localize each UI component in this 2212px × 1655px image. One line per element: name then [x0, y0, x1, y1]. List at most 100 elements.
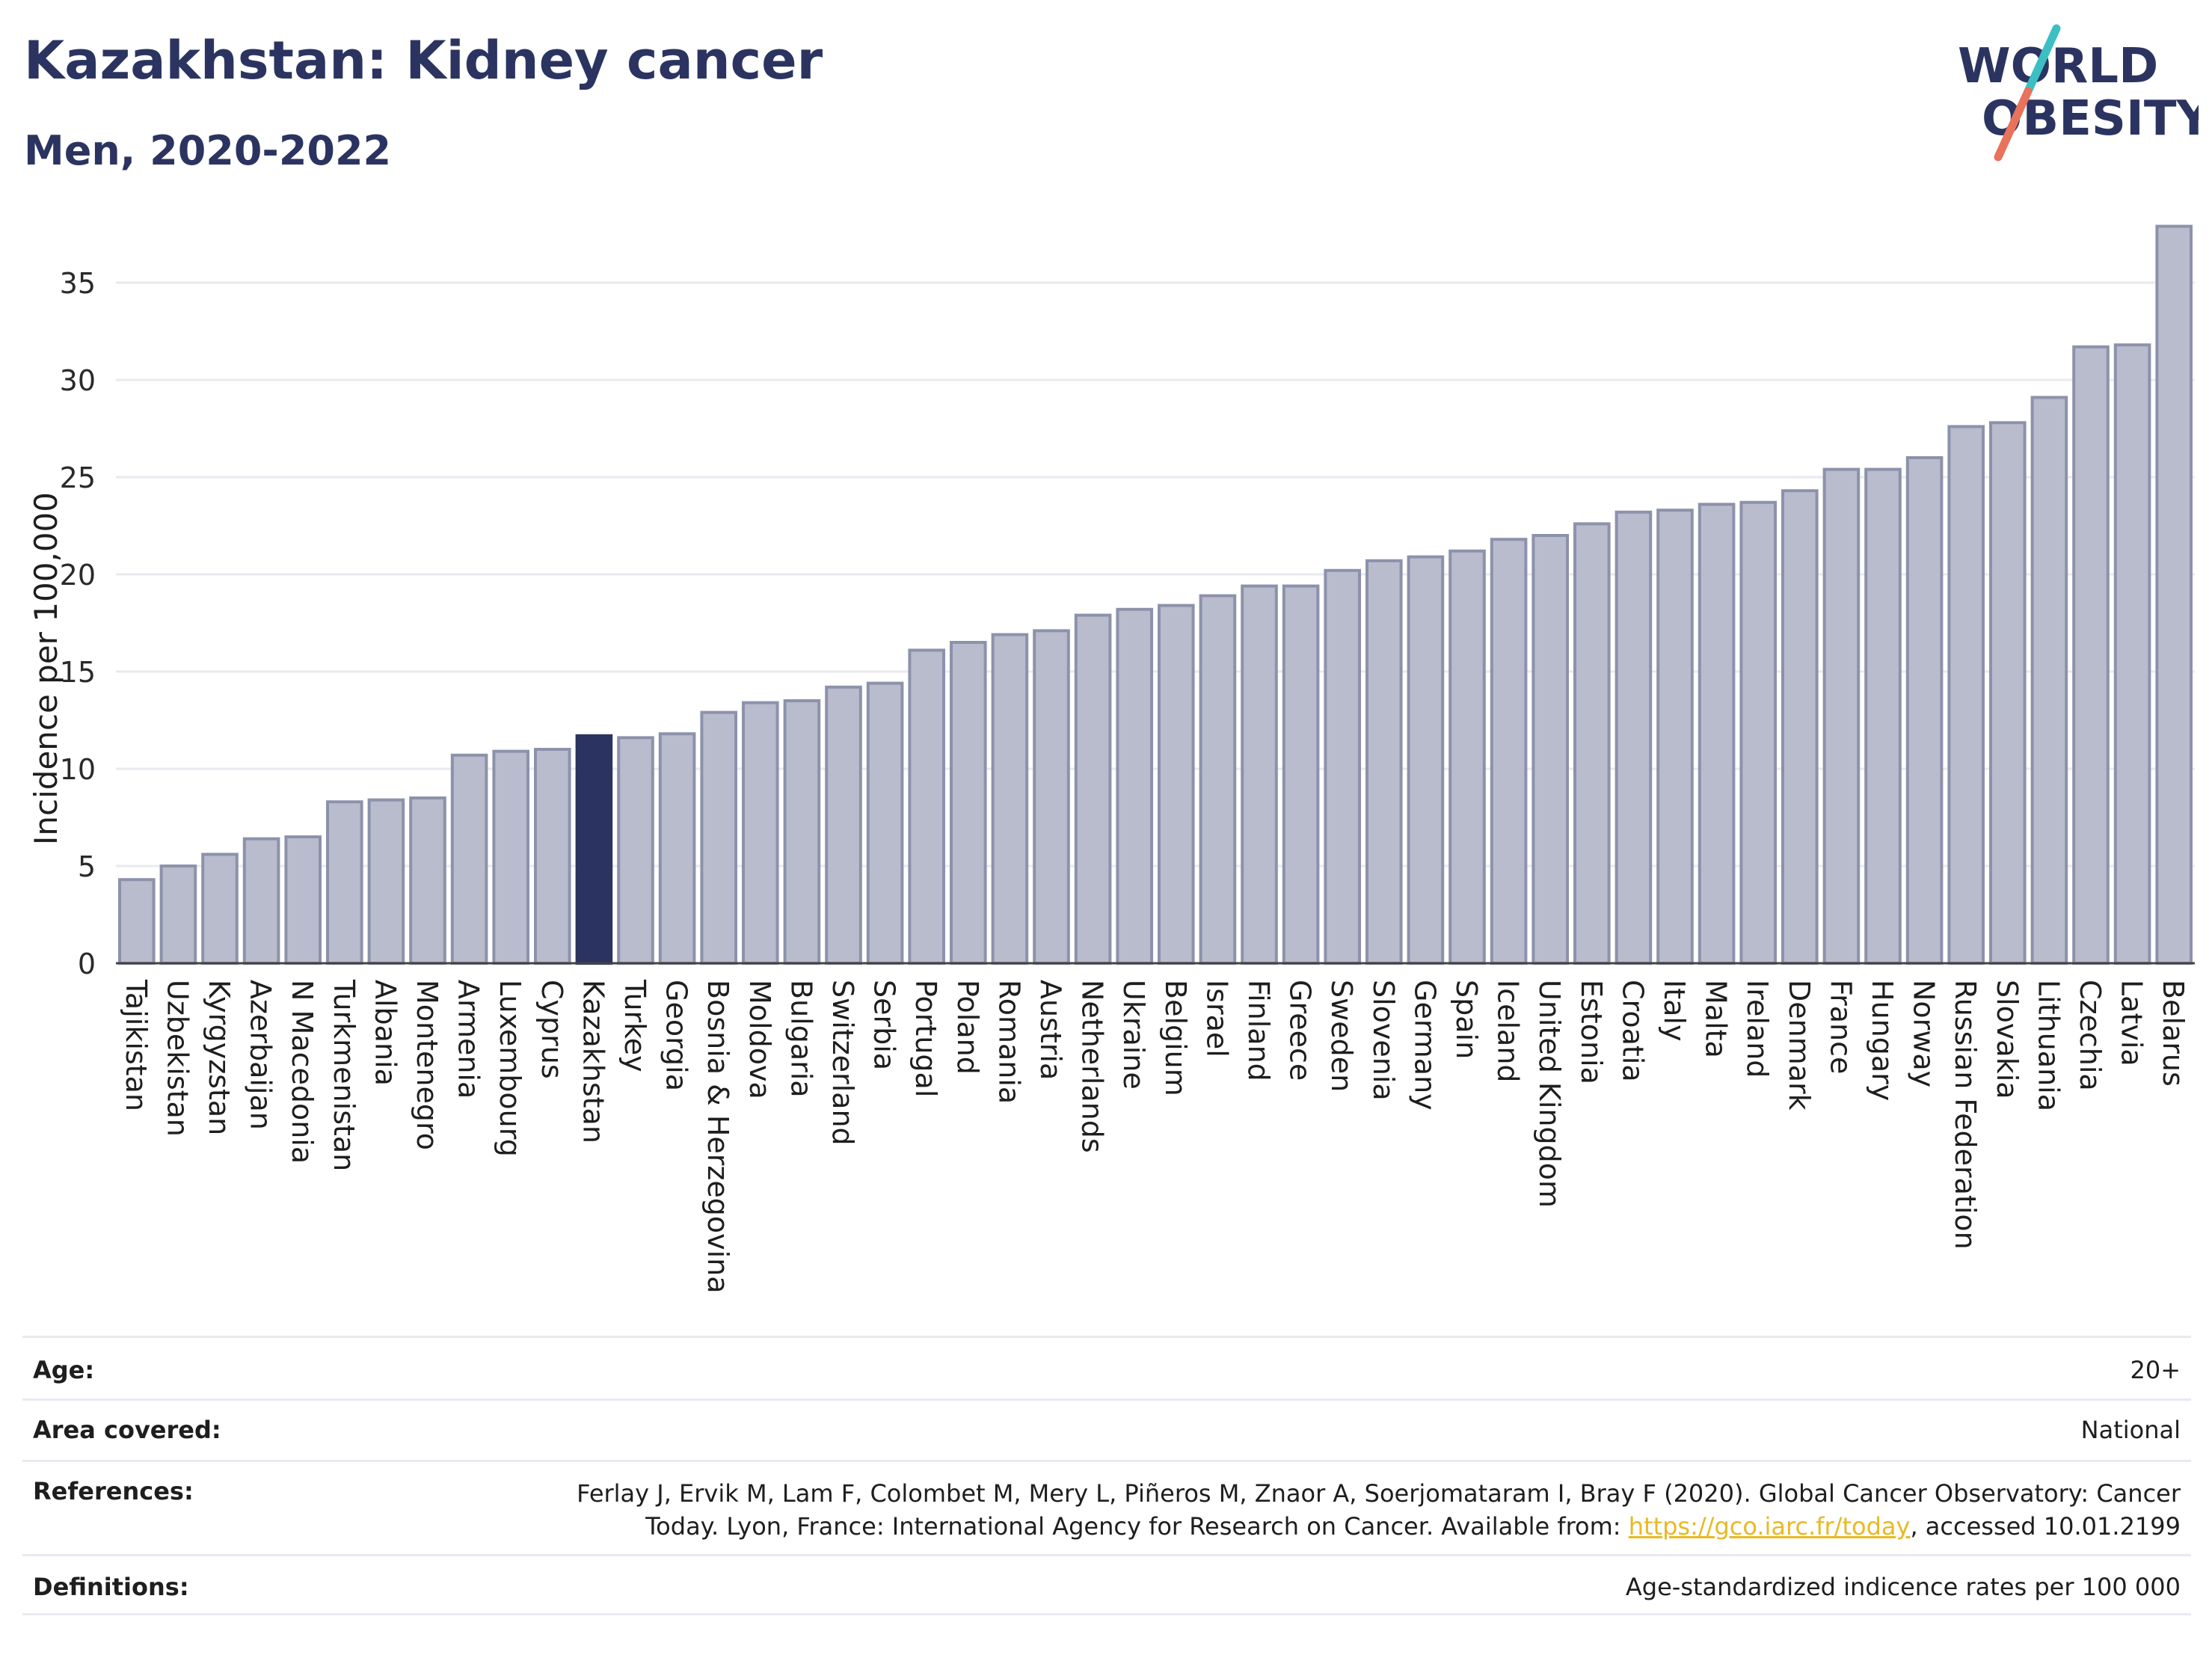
bar-sweden [1324, 568, 1361, 965]
bar-norway [1905, 456, 1944, 965]
bar-n-macedonia [284, 835, 322, 965]
x-tick-label: Georgia [660, 980, 693, 1091]
x-tick-label: Turkmenistan [328, 979, 360, 1171]
area-label: Area covered: [33, 1416, 221, 1444]
x-tick-label: Latvia [2116, 980, 2148, 1066]
world-obesity-logo: WORLD OBESITY [1958, 24, 2199, 162]
x-tick-label: Finland [1242, 980, 1275, 1081]
x-tick-label: Denmark [1783, 980, 1816, 1111]
references-value: Ferlay J, Ervik M, Lam F, Colombet M, Me… [577, 1477, 2181, 1543]
x-tick-label: Croatia [1616, 980, 1649, 1082]
bar-russian-federation [1947, 425, 1985, 965]
x-tick-label: United Kingdom [1533, 980, 1566, 1208]
x-tick-label: Azerbaijan [245, 980, 277, 1130]
bar-croatia [1615, 510, 1653, 965]
bar-serbia [866, 681, 904, 965]
y-axis-label: Incidence per 100,000 [28, 492, 64, 845]
x-tick-label: Norway [1908, 980, 1941, 1087]
x-tick-label: Moldova [743, 980, 776, 1099]
bar-luxembourg [492, 749, 529, 965]
references-text-2: Today. Lyon, France: International Agenc… [645, 1512, 1629, 1541]
bar-spain [1448, 549, 1486, 965]
bar-finland [1241, 584, 1278, 965]
y-tick-label: 30 [60, 364, 96, 397]
bar-czechia [2072, 345, 2110, 965]
age-label: Age: [33, 1356, 95, 1384]
x-tick-label: Greece [1284, 980, 1317, 1081]
age-value: 20+ [2130, 1356, 2181, 1384]
x-tick-label: Switzerland [826, 980, 859, 1146]
x-tick-label: Kazakhstan [577, 980, 609, 1143]
bar-ireland [1739, 500, 1777, 965]
references-link[interactable]: https://gco.iarc.fr/today [1628, 1512, 1911, 1541]
x-tick-label: Uzbekistan [161, 980, 194, 1137]
bar-iceland [1490, 538, 1528, 965]
bar-austria [1033, 629, 1070, 965]
info-table: Age: 20+ Area covered: National Referenc… [22, 1336, 2191, 1615]
bar-kyrgyzstan [201, 853, 239, 965]
x-tick-label: Luxembourg [494, 980, 526, 1157]
bar-uzbekistan [159, 865, 197, 965]
y-tick-label: 0 [78, 948, 96, 980]
x-tick-label: Hungary [1866, 980, 1899, 1101]
bar-romania [991, 633, 1029, 965]
bar-malta [1698, 503, 1736, 965]
bar-ukraine [1116, 607, 1153, 965]
bar-chart: 0 5 10 15 20 25 30 35 Tajikistan Uzbekistan Kyrgy… [28, 224, 2195, 1294]
bar-turkmenistan [326, 800, 363, 965]
bar-hungary [1864, 467, 1902, 965]
bar-cyprus [534, 748, 571, 965]
bar-latvia [2113, 343, 2151, 965]
bar-italy [1656, 509, 1694, 965]
x-tick-label: Malta [1700, 980, 1733, 1058]
bar-france [1822, 467, 1861, 965]
bar-tajikistan [118, 878, 156, 965]
x-tick-label: Spain [1450, 980, 1483, 1059]
x-tick-label: Turkey [618, 979, 651, 1072]
bar-greece [1282, 584, 1320, 965]
x-tick-label: Ireland [1741, 980, 1774, 1078]
y-tick-labels: 0 5 10 15 20 25 30 35 [60, 267, 96, 980]
bar-belarus [2155, 224, 2193, 965]
bar-georgia [658, 732, 696, 965]
info-row-age: Age: 20+ [22, 1336, 2191, 1398]
y-tick-label: 35 [60, 267, 96, 300]
bar-slovakia [1989, 421, 2027, 965]
definitions-label: Definitions: [33, 1573, 189, 1601]
bar-switzerland [825, 685, 862, 965]
bar-bulgaria [783, 699, 821, 965]
bar-slovenia [1365, 559, 1403, 965]
x-tick-label: Italy [1658, 980, 1691, 1041]
definitions-value: Age-standardized indicence rates per 100… [1625, 1573, 2181, 1601]
y-tick-label: 10 [60, 753, 96, 786]
info-row-references: References: Ferlay J, Ervik M, Lam F, Co… [22, 1460, 2191, 1554]
logo-slash-coral [1994, 87, 2033, 162]
y-tick-label: 15 [60, 656, 96, 689]
x-tick-label: Russian Federation [1949, 980, 1982, 1250]
bar-netherlands [1074, 613, 1112, 965]
bar-portugal [908, 648, 945, 965]
x-tick-label: Belgium [1159, 980, 1192, 1096]
bar-united-kingdom [1531, 534, 1569, 965]
x-tick-label: Kyrgyzstan [203, 980, 236, 1135]
x-tick-label: France [1824, 980, 1857, 1074]
references-text-1: Ferlay J, Ervik M, Lam F, Colombet M, Me… [577, 1479, 2181, 1508]
bars [118, 224, 2193, 965]
info-row-definitions: Definitions: Age-standardized indicence … [22, 1554, 2191, 1615]
bar-albania [367, 798, 405, 965]
y-tick-label: 25 [60, 461, 96, 494]
bar-kazakhstan [575, 734, 613, 965]
x-tick-label: Lithuania [2032, 980, 2065, 1111]
bar-germany [1407, 555, 1445, 965]
x-tick-label: Bosnia & Herzegovina [701, 980, 734, 1294]
x-tick-label: Poland [951, 980, 984, 1075]
bar-belgium [1158, 604, 1195, 965]
x-tick-label: Montenegro [411, 980, 443, 1150]
y-tick-label: 20 [60, 559, 96, 592]
x-tick-label: Slovenia [1367, 980, 1400, 1101]
x-tick-label: Iceland [1492, 980, 1525, 1083]
x-tick-label: Slovakia [1991, 980, 2024, 1099]
references-label: References: [33, 1477, 194, 1505]
area-value: National [2080, 1416, 2181, 1444]
bar-armenia [450, 753, 488, 965]
